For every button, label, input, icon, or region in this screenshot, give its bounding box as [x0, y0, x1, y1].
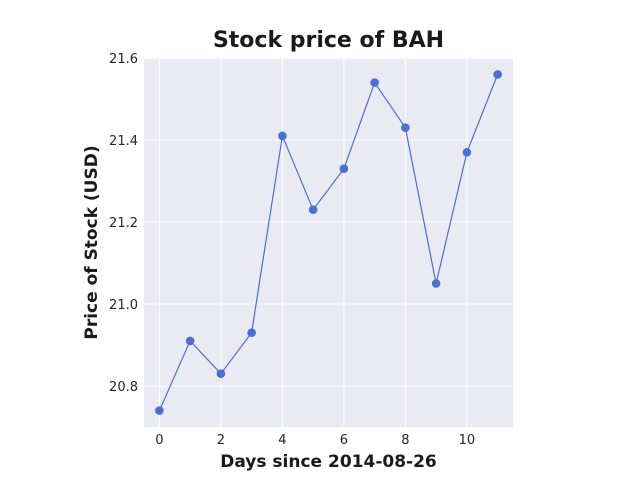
y-tick-label: 20.8: [109, 380, 138, 395]
series: [155, 70, 502, 415]
y-tick-label: 21.2: [109, 216, 138, 231]
grid: [144, 57, 513, 427]
data-point: [431, 279, 441, 288]
data-point: [216, 369, 226, 379]
plot-area: [144, 58, 513, 427]
chart-title: Stock price of BAH: [213, 28, 444, 53]
y-tick-label: 21.0: [109, 298, 138, 313]
x-tick-label: 0: [155, 433, 163, 448]
x-tick-label: 4: [278, 433, 286, 448]
data-point: [278, 131, 287, 141]
x-axis-label: Days since 2014-08-26: [220, 452, 437, 472]
x-tick-label: 10: [459, 433, 476, 448]
data-point: [462, 148, 472, 157]
y-tick-label: 21.6: [109, 52, 138, 67]
data-point: [308, 205, 318, 214]
x-tick-label: 6: [340, 433, 348, 448]
data-point: [247, 328, 256, 338]
x-tick-label: 2: [217, 433, 225, 448]
x-axis-ticks: 0 2 4 6 8 10: [155, 433, 475, 448]
data-point: [339, 164, 349, 173]
data-point: [155, 406, 164, 415]
y-axis-ticks: 20.8 21.0 21.2 21.4 21.6: [109, 52, 138, 395]
data-point: [185, 336, 195, 346]
data-point: [493, 70, 502, 79]
series-line: [158, 74, 499, 411]
y-tick-label: 21.4: [109, 134, 138, 149]
data-point: [401, 123, 410, 132]
y-axis-label: Price of Stock (USD): [82, 145, 102, 339]
data-point: [370, 78, 379, 87]
x-tick-label: 8: [401, 433, 409, 448]
